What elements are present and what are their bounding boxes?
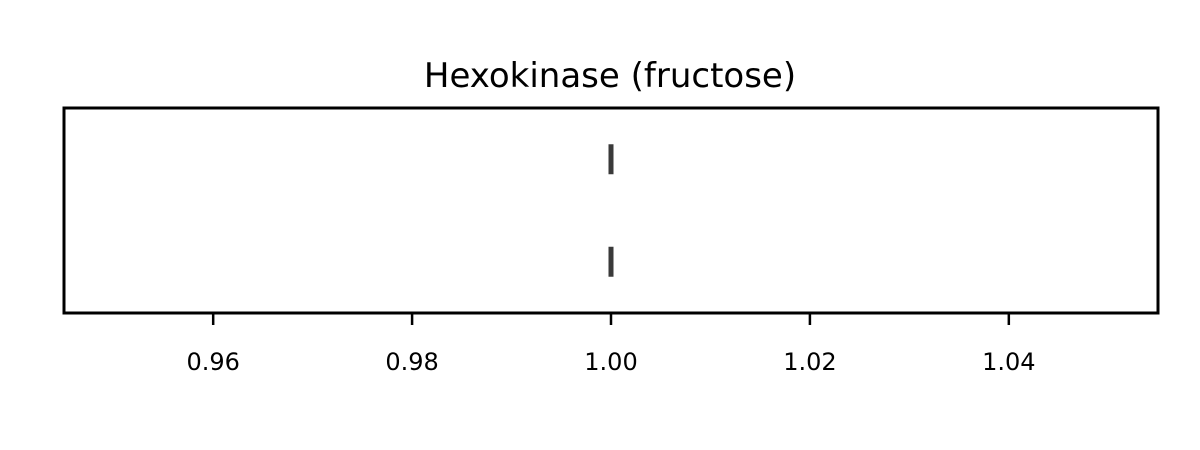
x-tick-label: 1.04 (982, 348, 1035, 376)
x-tick-label: 1.02 (783, 348, 836, 376)
chart-title: Hexokinase (fructose) (424, 56, 796, 96)
x-tick-label: 0.98 (385, 348, 438, 376)
x-tick-label: 0.96 (186, 348, 239, 376)
plot-frame (62, 106, 1160, 315)
x-tick-label: 1.00 (584, 348, 637, 376)
x-axis: 0.96 0.98 1.00 1.02 1.04 (186, 313, 1036, 376)
plot-area: 0.96 0.98 1.00 1.02 1.04 (62, 106, 1160, 376)
